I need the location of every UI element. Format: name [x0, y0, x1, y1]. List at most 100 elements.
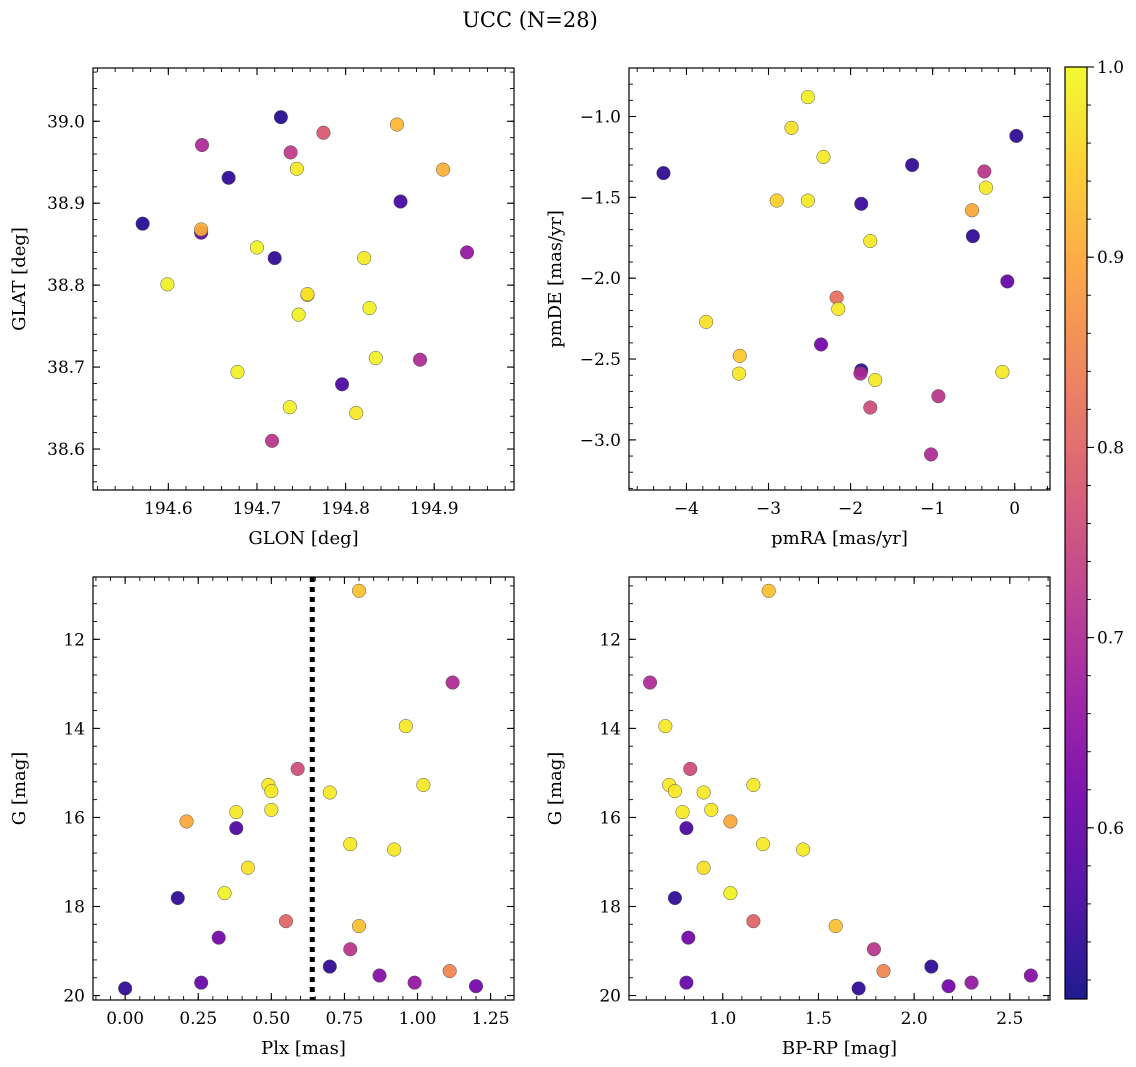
scatter-points	[643, 583, 1038, 996]
x-tick-label: 1.0	[709, 1009, 736, 1029]
panel-pmra-pmde: −4 −3 −2 −1 0 −3.0 −2.5 −2.0 −1.5 −1.0 pmRA [mas/y…	[545, 67, 1051, 549]
panel-bprp-g: 1.0 1.5 2.0 2.5 12 14 16 18 20 BP-RP [mag] G [mag]	[545, 576, 1051, 1059]
x-tick-label: 194.7	[233, 499, 282, 519]
x-tick-label: 1.25	[472, 1009, 510, 1029]
y-axis-label: pmDE [mas/yr]	[545, 210, 566, 348]
y-axis-label: G [mag]	[9, 752, 30, 825]
scatter-point	[249, 240, 265, 255]
scatter-point	[351, 583, 367, 598]
x-tick-label: 0	[1009, 499, 1020, 519]
colorbar-tick-label: 0.8	[1097, 438, 1124, 458]
scatter-point	[413, 352, 428, 367]
colorbar: 0.6 0.7 0.8 0.9 1.0	[1064, 58, 1124, 1000]
axes-frame	[92, 576, 515, 1001]
x-axis-label: Plx [mas]	[261, 1038, 346, 1059]
scatter-point	[731, 366, 747, 381]
y-tick-label: −1.5	[580, 188, 621, 208]
scatter-point	[135, 216, 150, 231]
scatter-point	[445, 675, 460, 690]
x-tick-label: 194.9	[410, 499, 459, 519]
y-tick-label: −3.0	[580, 431, 621, 451]
y-tick-label: 12	[599, 630, 621, 650]
scatter-point	[278, 914, 294, 929]
scatter-point	[283, 145, 298, 160]
scatter-point	[217, 886, 232, 901]
scatter-point	[1000, 274, 1015, 289]
colorbar-tick-label: 0.6	[1097, 819, 1124, 839]
scatter-point	[941, 979, 956, 994]
scatter-point	[853, 366, 868, 381]
scatter-point	[696, 785, 711, 800]
scatter-point	[978, 180, 994, 195]
scatter-point	[675, 805, 690, 820]
scatter-point	[905, 157, 920, 173]
scatter-point	[264, 802, 279, 817]
scatter-point	[866, 942, 881, 957]
y-tick-label: 20	[599, 987, 621, 1007]
ticks	[93, 577, 514, 1000]
x-tick-label: −3	[756, 499, 781, 519]
scatter-point	[264, 784, 279, 799]
scatter-point	[118, 981, 133, 996]
scatter-point	[923, 447, 939, 462]
scatter-point	[667, 890, 682, 906]
scatter-point	[679, 821, 694, 836]
y-tick-label: 18	[599, 897, 621, 917]
y-axis-label: G [mag]	[545, 752, 566, 825]
ticks	[629, 577, 1050, 1000]
scatter-point	[863, 233, 878, 249]
scatter-point	[964, 975, 979, 990]
scatter-point	[761, 583, 776, 598]
scatter-point	[656, 166, 671, 181]
scatter-point	[681, 930, 696, 945]
scatter-point	[230, 364, 245, 380]
x-axis-label: pmRA [mas/yr]	[771, 528, 908, 549]
axes-frame	[628, 576, 1051, 1001]
scatter-point	[863, 400, 878, 415]
y-tick-label: 12	[63, 630, 85, 650]
scatter-point	[784, 120, 799, 135]
x-tick-label: 1.00	[399, 1009, 437, 1029]
scatter-point	[704, 802, 719, 817]
colorbar-frame	[1064, 66, 1088, 1000]
scatter-point	[723, 886, 738, 901]
scatter-point	[357, 251, 372, 266]
scatter-point	[291, 307, 306, 322]
scatter-point	[442, 964, 457, 979]
scatter-point	[240, 860, 256, 875]
scatter-point	[194, 137, 210, 153]
scatter-point	[813, 337, 829, 352]
y-tick-label: −1.0	[580, 108, 621, 128]
scatter-point	[964, 203, 980, 218]
scatter-point	[368, 351, 383, 366]
scatter-point	[316, 125, 331, 140]
y-tick-label: 38.7	[47, 358, 85, 378]
x-tick-label: −2	[838, 499, 863, 519]
colorbar-gradient	[1065, 67, 1087, 999]
scatter-point	[679, 975, 694, 990]
y-tick-label: 38.6	[47, 440, 85, 460]
scatter-point	[170, 890, 185, 906]
ticks	[629, 68, 1050, 490]
x-tick-label: 0.25	[179, 1009, 217, 1029]
axes-frame	[628, 67, 1051, 491]
x-tick-label: 194.8	[321, 499, 370, 519]
y-tick-label: 14	[63, 719, 85, 739]
scatter-point	[876, 964, 891, 979]
scatter-point	[436, 162, 451, 177]
scatter-point	[349, 405, 364, 421]
scatter-point	[322, 785, 337, 800]
scatter-point	[1023, 968, 1038, 983]
scatter-point	[977, 164, 992, 179]
scatter-point	[343, 837, 358, 852]
scatter-points	[135, 110, 475, 448]
scatter-point	[372, 968, 387, 983]
panel-glon-glat: 194.6 194.7 194.8 194.9 38.6 38.7 38.8 38.9 39.0…	[9, 67, 515, 549]
x-tick-label: −1	[920, 499, 945, 519]
y-tick-label: 20	[63, 987, 85, 1007]
scatter-point	[398, 719, 413, 734]
scatter-point	[828, 919, 843, 934]
scatter-point	[289, 161, 304, 176]
scatter-point	[696, 860, 711, 875]
